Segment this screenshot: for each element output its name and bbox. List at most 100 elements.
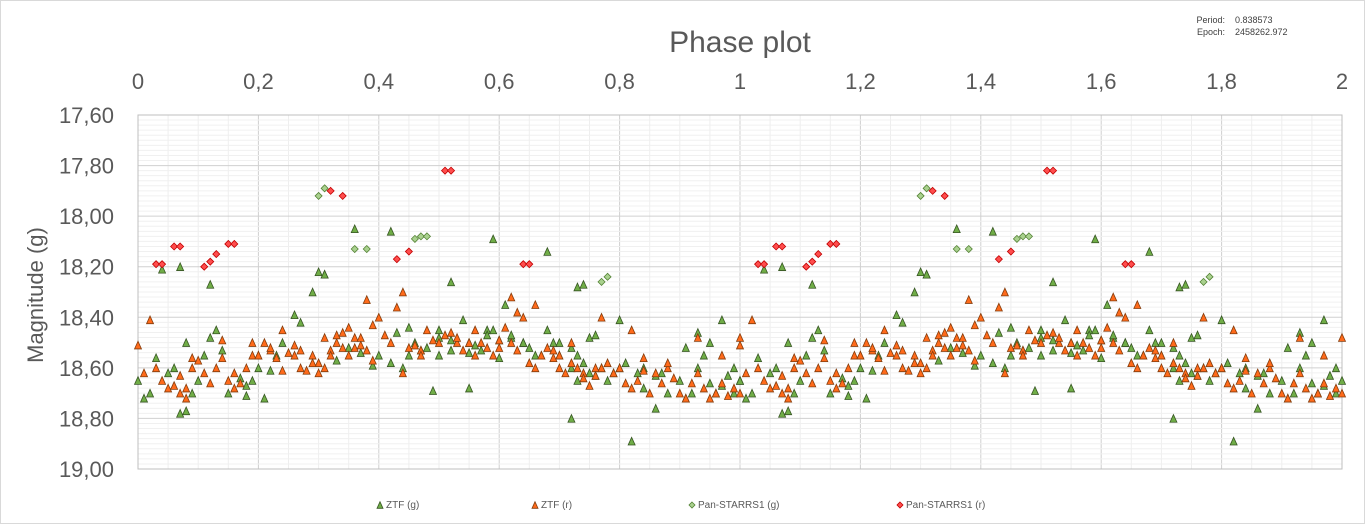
- data-point-pan-starrs1-r: [525, 260, 534, 269]
- data-point-ztf-r: [1217, 363, 1226, 373]
- data-point-ztf-g: [729, 363, 739, 373]
- data-point-pan-starrs1-g: [1205, 272, 1214, 281]
- data-point-ztf-g: [254, 363, 263, 373]
- data-point-ztf-r: [1000, 287, 1010, 297]
- data-point-ztf-r: [1157, 350, 1166, 360]
- data-point-ztf-g: [194, 375, 203, 385]
- data-point-ztf-g: [260, 393, 269, 403]
- data-point-ztf-g: [862, 393, 871, 403]
- data-point-ztf-g: [1145, 325, 1154, 335]
- data-point-pan-starrs1-r: [158, 260, 167, 269]
- data-point-ztf-r: [145, 314, 155, 325]
- legend: ZTF (g) ZTF (r) Pan-STARRS1 (g) Pan-STARRS1…: [376, 500, 985, 511]
- data-point-ztf-g: [916, 266, 925, 277]
- data-point-ztf-r: [735, 388, 745, 398]
- data-point-pan-starrs1-r: [1042, 166, 1052, 175]
- data-point-ztf-r: [1175, 363, 1184, 373]
- data-point-ztf-r: [296, 363, 305, 373]
- data-point-ztf-r: [338, 327, 347, 337]
- data-point-ztf-g: [753, 352, 763, 362]
- data-point-ztf-r: [1211, 368, 1220, 378]
- data-point-ztf-g: [735, 375, 745, 385]
- x-tick-label: 2: [1336, 69, 1348, 94]
- data-point-ztf-r: [579, 373, 588, 383]
- data-point-ztf-r: [814, 363, 823, 373]
- data-point-ztf-r: [260, 337, 269, 347]
- data-point-ztf-r: [597, 312, 606, 322]
- data-point-ztf-g: [778, 408, 787, 418]
- data-point-pan-starrs1-r: [519, 260, 528, 269]
- data-point-ztf-r: [1072, 325, 1082, 335]
- data-point-ztf-r: [904, 365, 913, 375]
- data-point-ztf-r: [1169, 337, 1178, 347]
- data-point-ztf-r: [194, 355, 203, 365]
- data-point-ztf-g: [579, 357, 588, 368]
- data-point-ztf-r: [850, 337, 859, 347]
- data-point-ztf-g: [1169, 363, 1178, 373]
- data-point-ztf-r: [452, 337, 462, 347]
- plot-area-border: [137, 114, 1343, 470]
- y-tick-label: 18,80: [59, 406, 114, 431]
- data-point-ztf-g: [850, 375, 859, 385]
- data-point-ztf-r: [182, 393, 191, 403]
- data-point-ztf-g: [489, 234, 498, 244]
- data-point-ztf-g: [844, 390, 853, 400]
- data-point-ztf-r: [1325, 390, 1335, 400]
- data-point-ztf-r: [507, 292, 516, 302]
- data-point-ztf-r: [994, 302, 1003, 312]
- data-point-ztf-g: [1217, 314, 1226, 325]
- data-point-ztf-r: [446, 327, 456, 337]
- data-point-pan-starrs1-r: [760, 260, 769, 269]
- data-point-ztf-g: [729, 388, 739, 398]
- data-point-ztf-r: [898, 363, 907, 373]
- data-point-ztf-g: [176, 408, 185, 418]
- data-point-ztf-r: [976, 312, 985, 322]
- data-point-ztf-g: [573, 375, 582, 385]
- data-point-ztf-g: [242, 380, 251, 390]
- data-point-ztf-g: [1331, 388, 1341, 398]
- data-point-ztf-g: [206, 332, 215, 342]
- data-point-ztf-r: [428, 335, 438, 345]
- data-point-ztf-g: [1187, 368, 1196, 378]
- data-point-ztf-r: [778, 388, 787, 398]
- data-point-ztf-r: [356, 340, 365, 350]
- data-point-ztf-r: [410, 340, 420, 350]
- data-point-ztf-g: [567, 413, 576, 423]
- data-point-ztf-r: [1271, 373, 1280, 383]
- data-point-pan-starrs1-g: [1012, 234, 1021, 243]
- data-point-ztf-r: [326, 350, 335, 360]
- data-point-ztf-g: [483, 330, 492, 340]
- data-point-ztf-r: [398, 368, 408, 378]
- data-point-ztf-g: [1289, 388, 1298, 398]
- legend-label: Pan-STARRS1 (g): [698, 500, 780, 511]
- data-point-pan-starrs1-r: [753, 260, 763, 269]
- data-point-ztf-g: [374, 350, 383, 360]
- data-point-ztf-r: [188, 352, 197, 362]
- epoch-value: 2458262.972: [1235, 27, 1288, 37]
- data-point-ztf-r: [639, 352, 648, 362]
- data-point-ztf-g: [1103, 299, 1112, 309]
- data-point-ztf-g: [1048, 345, 1058, 355]
- data-point-ztf-r: [1313, 388, 1323, 398]
- data-point-ztf-r: [1205, 357, 1214, 368]
- data-point-ztf-r: [525, 357, 534, 368]
- data-point-ztf-g: [591, 330, 600, 340]
- data-point-ztf-r: [585, 380, 594, 390]
- data-point-ztf-r: [1193, 370, 1202, 380]
- data-point-ztf-r: [808, 378, 817, 388]
- data-point-ztf-r: [1066, 337, 1076, 347]
- data-point-ztf-r: [230, 383, 239, 393]
- data-point-ztf-r: [778, 370, 787, 380]
- data-point-ztf-r: [856, 350, 865, 360]
- data-point-ztf-r: [711, 388, 721, 398]
- data-point-ztf-g: [182, 337, 191, 347]
- data-point-pan-starrs1-r: [224, 239, 233, 249]
- data-point-ztf-r: [784, 393, 793, 403]
- data-point-ztf-r: [314, 368, 323, 378]
- data-point-pan-starrs1-r: [832, 239, 841, 249]
- data-point-ztf-r: [434, 337, 444, 347]
- data-point-pan-starrs1-r: [206, 257, 215, 266]
- data-point-ztf-g: [1181, 279, 1190, 289]
- data-point-ztf-r: [1115, 307, 1124, 317]
- data-point-ztf-g: [934, 355, 943, 365]
